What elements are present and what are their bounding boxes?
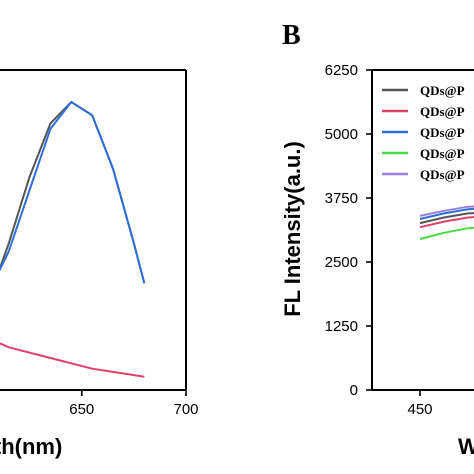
panel-b-series-line-1 (419, 205, 474, 217)
panel-b-y-tick-label: 3750 (325, 190, 358, 207)
panel-b-legend: QDs@P QDs@P QDs@P QDs@P QDs@P (382, 83, 465, 182)
panel-b-legend-label: QDs@P (420, 104, 465, 119)
panel-b-y-tick-label: 2500 (325, 254, 358, 271)
panel-b-label: B (282, 20, 301, 51)
panel-a-x-tick-label: 650 (69, 401, 94, 418)
panel-a-ticks: 600650700 (69, 390, 199, 418)
panel-b-legend-label: QDs@P (420, 146, 465, 161)
panel-b-x-tick-label: 450 (407, 401, 432, 418)
panel-b-ticks: 012502500375050006250450500 (325, 62, 433, 418)
panel-b-series-line-3 (419, 212, 474, 225)
panel-b-y-tick-label: 5000 (325, 126, 358, 143)
panel-b-y-tick-label: 0 (350, 382, 358, 399)
panel-b-series-line-2 (419, 207, 474, 220)
panel-a-x-axis-title: Wavelength(nm) (0, 434, 62, 459)
panel-b-x-axis-title: Wavelength(nm) (458, 434, 474, 459)
panel-b-y-tick-label: 1250 (325, 318, 358, 335)
panel-b-y-tick-label: 6250 (325, 62, 358, 79)
panel-b-y-axis-title: FL Intensity(a.u.) (280, 141, 305, 317)
panel-a-series (0, 100, 146, 378)
panel-b-series (419, 205, 474, 240)
panel-a: 600650700 Wavelength(nm) (0, 69, 199, 459)
panel-b-series-line-4 (419, 216, 474, 229)
panel-a-series-line-3 (0, 100, 146, 284)
panel-b-legend-label: QDs@P (420, 83, 465, 98)
panel-a-x-tick-label: 700 (173, 401, 198, 418)
panel-b-legend-label: QDs@P (420, 167, 465, 182)
panel-a-series-line-2 (0, 342, 145, 378)
panel-b: B FL Intensity(a.u.) 0 1250 2500 3750 5000 62… (280, 20, 474, 459)
panel-b-series-line-5 (419, 226, 474, 240)
panel-b-legend-label: QDs@P (420, 125, 465, 140)
panel-a-series-line-1 (0, 100, 146, 284)
